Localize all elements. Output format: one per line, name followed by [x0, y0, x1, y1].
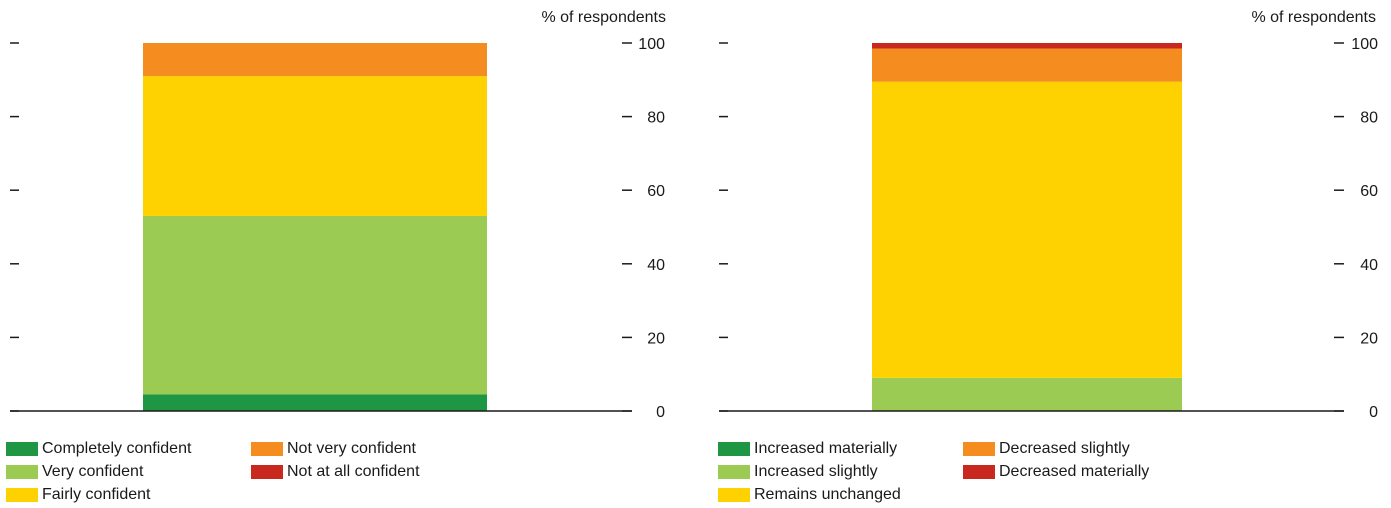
- legend-item: Decreased materially: [963, 460, 1203, 483]
- bar-segment: [143, 394, 487, 411]
- legend-item: Very confident: [6, 460, 251, 483]
- legend-item: Remains unchanged: [718, 483, 963, 506]
- legend-swatch: [718, 441, 750, 456]
- legend-swatch: [6, 441, 38, 456]
- chart-panel-left: % of respondents 0 20 40 60 80 100: [10, 9, 666, 421]
- legend-item: Completely confident: [6, 437, 251, 460]
- legend-label: Very confident: [42, 462, 144, 480]
- bar-segment: [143, 43, 487, 77]
- y-tick-label: 100: [1351, 36, 1378, 53]
- legend-label: Not very confident: [287, 439, 416, 457]
- legend-label: Decreased materially: [999, 462, 1150, 480]
- y-axis-unit-label: % of respondents: [1251, 9, 1376, 26]
- legend-swatch: [718, 464, 750, 479]
- legend-swatch: [963, 464, 995, 479]
- legend-swatch: [6, 487, 38, 502]
- y-tick-label: 0: [656, 404, 665, 421]
- legend-item: Increased materially: [718, 437, 963, 460]
- legend-label: Remains unchanged: [754, 485, 901, 503]
- legend-item: Not very confident: [251, 437, 491, 460]
- chart-panel-right: % of respondents 0 20 40 60 80 100: [719, 9, 1378, 421]
- y-tick-label: 40: [647, 257, 665, 274]
- legend-item: Decreased slightly: [963, 437, 1203, 460]
- y-tick-label: 60: [647, 183, 665, 200]
- legend-swatch: [6, 464, 38, 479]
- legend-label: Increased materially: [754, 439, 898, 457]
- legend-swatch: [251, 441, 283, 456]
- bar-segment: [872, 81, 1182, 378]
- y-tick-label: 60: [1360, 183, 1378, 200]
- y-tick-label: 80: [1360, 110, 1378, 127]
- bar-segment: [872, 43, 1182, 49]
- bar-segment: [872, 377, 1182, 411]
- legend-label: Increased slightly: [754, 462, 878, 480]
- bar-segment: [143, 76, 487, 216]
- y-tick-label: 80: [647, 110, 665, 127]
- legend-left: Completely confident Not very confident Ve…: [6, 437, 491, 506]
- y-tick-label: 20: [647, 330, 665, 347]
- y-tick-label: 40: [1360, 257, 1378, 274]
- legend-item: Fairly confident: [6, 483, 251, 506]
- legend-swatch: [963, 441, 995, 456]
- legend-right: Increased materially Decreased slightly In…: [718, 437, 1203, 506]
- legend-item: Increased slightly: [718, 460, 963, 483]
- legend-swatch: [251, 464, 283, 479]
- legend-swatch: [718, 487, 750, 502]
- bar-segment: [872, 48, 1182, 82]
- y-tick-label: 100: [638, 36, 665, 53]
- y-tick-label: 20: [1360, 330, 1378, 347]
- legend-label: Fairly confident: [42, 485, 151, 503]
- legend-item: Not at all confident: [251, 460, 491, 483]
- y-tick-label: 0: [1369, 404, 1378, 421]
- y-axis-unit-label: % of respondents: [541, 9, 666, 26]
- legend-label: Decreased slightly: [999, 439, 1130, 457]
- legend-label: Not at all confident: [287, 462, 420, 480]
- legend-label: Completely confident: [42, 439, 192, 457]
- bar-segment: [143, 215, 487, 395]
